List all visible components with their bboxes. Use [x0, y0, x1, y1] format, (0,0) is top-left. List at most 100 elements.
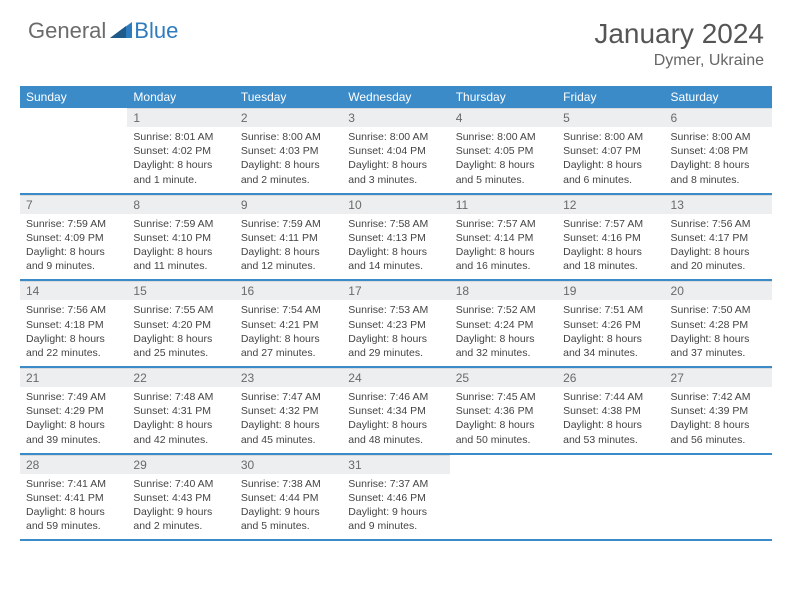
daylight-text: Daylight: 9 hours and 9 minutes.: [348, 505, 443, 533]
calendar-day-cell: 9Sunrise: 7:59 AMSunset: 4:11 PMDaylight…: [235, 194, 342, 281]
day-details: Sunrise: 7:59 AMSunset: 4:10 PMDaylight:…: [127, 214, 234, 280]
calendar-day-cell: 12Sunrise: 7:57 AMSunset: 4:16 PMDayligh…: [557, 194, 664, 281]
calendar-day-cell: [557, 454, 664, 541]
day-number: 14: [20, 281, 127, 300]
sunset-text: Sunset: 4:26 PM: [563, 318, 658, 332]
day-details: Sunrise: 7:49 AMSunset: 4:29 PMDaylight:…: [20, 387, 127, 453]
sunset-text: Sunset: 4:32 PM: [241, 404, 336, 418]
daylight-text: Daylight: 8 hours and 16 minutes.: [456, 245, 551, 273]
day-details: Sunrise: 7:48 AMSunset: 4:31 PMDaylight:…: [127, 387, 234, 453]
calendar-table: Sunday Monday Tuesday Wednesday Thursday…: [20, 86, 772, 541]
day-number: 2: [235, 108, 342, 127]
day-details: Sunrise: 7:54 AMSunset: 4:21 PMDaylight:…: [235, 300, 342, 366]
sunrise-text: Sunrise: 7:37 AM: [348, 477, 443, 491]
day-number: 17: [342, 281, 449, 300]
daylight-text: Daylight: 8 hours and 5 minutes.: [456, 158, 551, 186]
sunrise-text: Sunrise: 7:46 AM: [348, 390, 443, 404]
calendar-day-cell: 15Sunrise: 7:55 AMSunset: 4:20 PMDayligh…: [127, 280, 234, 367]
day-number: 25: [450, 368, 557, 387]
daylight-text: Daylight: 8 hours and 39 minutes.: [26, 418, 121, 446]
day-number: 1: [127, 108, 234, 127]
day-details: Sunrise: 8:00 AMSunset: 4:08 PMDaylight:…: [665, 127, 772, 193]
day-details: Sunrise: 7:52 AMSunset: 4:24 PMDaylight:…: [450, 300, 557, 366]
calendar-day-cell: 26Sunrise: 7:44 AMSunset: 4:38 PMDayligh…: [557, 367, 664, 454]
day-number: 19: [557, 281, 664, 300]
daylight-text: Daylight: 8 hours and 8 minutes.: [671, 158, 766, 186]
day-number: 8: [127, 195, 234, 214]
calendar-day-cell: 10Sunrise: 7:58 AMSunset: 4:13 PMDayligh…: [342, 194, 449, 281]
day-details: Sunrise: 7:42 AMSunset: 4:39 PMDaylight:…: [665, 387, 772, 453]
day-details: Sunrise: 8:00 AMSunset: 4:05 PMDaylight:…: [450, 127, 557, 193]
day-details: Sunrise: 7:37 AMSunset: 4:46 PMDaylight:…: [342, 474, 449, 540]
calendar-week-row: 28Sunrise: 7:41 AMSunset: 4:41 PMDayligh…: [20, 454, 772, 541]
weekday-header: Saturday: [665, 86, 772, 108]
day-details: Sunrise: 7:59 AMSunset: 4:09 PMDaylight:…: [20, 214, 127, 280]
day-number: 26: [557, 368, 664, 387]
calendar-day-cell: 22Sunrise: 7:48 AMSunset: 4:31 PMDayligh…: [127, 367, 234, 454]
day-details: Sunrise: 7:44 AMSunset: 4:38 PMDaylight:…: [557, 387, 664, 453]
sunset-text: Sunset: 4:20 PM: [133, 318, 228, 332]
sunrise-text: Sunrise: 7:41 AM: [26, 477, 121, 491]
weekday-header: Wednesday: [342, 86, 449, 108]
calendar-day-cell: 23Sunrise: 7:47 AMSunset: 4:32 PMDayligh…: [235, 367, 342, 454]
weekday-header: Thursday: [450, 86, 557, 108]
daylight-text: Daylight: 8 hours and 1 minute.: [133, 158, 228, 186]
calendar-day-cell: 2Sunrise: 8:00 AMSunset: 4:03 PMDaylight…: [235, 108, 342, 194]
day-details: Sunrise: 7:56 AMSunset: 4:18 PMDaylight:…: [20, 300, 127, 366]
calendar-day-cell: 20Sunrise: 7:50 AMSunset: 4:28 PMDayligh…: [665, 280, 772, 367]
sunset-text: Sunset: 4:02 PM: [133, 144, 228, 158]
day-details: Sunrise: 7:53 AMSunset: 4:23 PMDaylight:…: [342, 300, 449, 366]
sunset-text: Sunset: 4:16 PM: [563, 231, 658, 245]
sunset-text: Sunset: 4:23 PM: [348, 318, 443, 332]
calendar-day-cell: 11Sunrise: 7:57 AMSunset: 4:14 PMDayligh…: [450, 194, 557, 281]
daylight-text: Daylight: 8 hours and 59 minutes.: [26, 505, 121, 533]
header: General Blue January 2024 Dymer, Ukraine: [0, 0, 792, 78]
calendar-day-cell: 18Sunrise: 7:52 AMSunset: 4:24 PMDayligh…: [450, 280, 557, 367]
day-details: Sunrise: 7:57 AMSunset: 4:14 PMDaylight:…: [450, 214, 557, 280]
day-number: 22: [127, 368, 234, 387]
day-number: 9: [235, 195, 342, 214]
daylight-text: Daylight: 8 hours and 42 minutes.: [133, 418, 228, 446]
calendar-day-cell: [20, 108, 127, 194]
weekday-header: Tuesday: [235, 86, 342, 108]
sunrise-text: Sunrise: 7:44 AM: [563, 390, 658, 404]
daylight-text: Daylight: 8 hours and 3 minutes.: [348, 158, 443, 186]
day-number: 15: [127, 281, 234, 300]
day-details: Sunrise: 7:50 AMSunset: 4:28 PMDaylight:…: [665, 300, 772, 366]
daylight-text: Daylight: 8 hours and 18 minutes.: [563, 245, 658, 273]
sunset-text: Sunset: 4:46 PM: [348, 491, 443, 505]
calendar-day-cell: 24Sunrise: 7:46 AMSunset: 4:34 PMDayligh…: [342, 367, 449, 454]
day-details: Sunrise: 7:59 AMSunset: 4:11 PMDaylight:…: [235, 214, 342, 280]
daylight-text: Daylight: 8 hours and 37 minutes.: [671, 332, 766, 360]
sunrise-text: Sunrise: 7:57 AM: [563, 217, 658, 231]
sunset-text: Sunset: 4:39 PM: [671, 404, 766, 418]
day-details: Sunrise: 8:00 AMSunset: 4:07 PMDaylight:…: [557, 127, 664, 193]
sunrise-text: Sunrise: 8:00 AM: [456, 130, 551, 144]
day-details: Sunrise: 7:58 AMSunset: 4:13 PMDaylight:…: [342, 214, 449, 280]
day-details: Sunrise: 7:51 AMSunset: 4:26 PMDaylight:…: [557, 300, 664, 366]
day-details: Sunrise: 7:46 AMSunset: 4:34 PMDaylight:…: [342, 387, 449, 453]
day-number: 16: [235, 281, 342, 300]
calendar-day-cell: 28Sunrise: 7:41 AMSunset: 4:41 PMDayligh…: [20, 454, 127, 541]
day-number: 4: [450, 108, 557, 127]
day-number: 29: [127, 455, 234, 474]
daylight-text: Daylight: 8 hours and 25 minutes.: [133, 332, 228, 360]
daylight-text: Daylight: 8 hours and 11 minutes.: [133, 245, 228, 273]
daylight-text: Daylight: 8 hours and 9 minutes.: [26, 245, 121, 273]
day-details: Sunrise: 8:00 AMSunset: 4:04 PMDaylight:…: [342, 127, 449, 193]
day-details: Sunrise: 7:47 AMSunset: 4:32 PMDaylight:…: [235, 387, 342, 453]
daylight-text: Daylight: 8 hours and 22 minutes.: [26, 332, 121, 360]
daylight-text: Daylight: 8 hours and 2 minutes.: [241, 158, 336, 186]
calendar-day-cell: 4Sunrise: 8:00 AMSunset: 4:05 PMDaylight…: [450, 108, 557, 194]
sunrise-text: Sunrise: 7:58 AM: [348, 217, 443, 231]
logo-triangle-icon: [110, 20, 132, 43]
calendar-day-cell: 16Sunrise: 7:54 AMSunset: 4:21 PMDayligh…: [235, 280, 342, 367]
sunrise-text: Sunrise: 7:40 AM: [133, 477, 228, 491]
daylight-text: Daylight: 8 hours and 34 minutes.: [563, 332, 658, 360]
sunrise-text: Sunrise: 7:59 AM: [26, 217, 121, 231]
sunrise-text: Sunrise: 7:52 AM: [456, 303, 551, 317]
calendar-week-row: 21Sunrise: 7:49 AMSunset: 4:29 PMDayligh…: [20, 367, 772, 454]
sunset-text: Sunset: 4:34 PM: [348, 404, 443, 418]
calendar-week-row: 7Sunrise: 7:59 AMSunset: 4:09 PMDaylight…: [20, 194, 772, 281]
weekday-header: Sunday: [20, 86, 127, 108]
